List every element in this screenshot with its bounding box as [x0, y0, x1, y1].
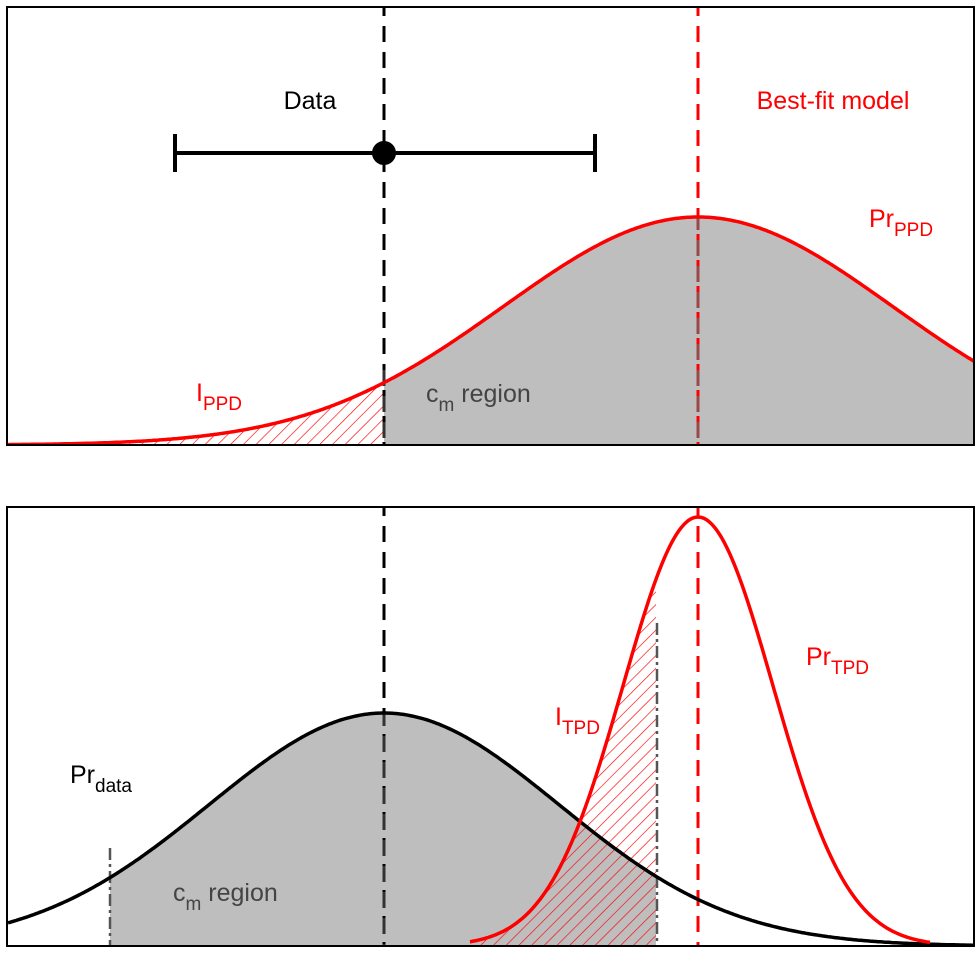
data-point-marker — [372, 141, 396, 165]
top-cm-region-label: cm region — [426, 380, 531, 416]
pr-tpd-label: PrTPD — [806, 643, 869, 679]
bottom-panel-frame — [6, 506, 975, 947]
top-panel: Data Best-fit model PrPPD IPPD cm region — [6, 6, 975, 446]
i-ppd-label: IPPD — [196, 379, 242, 415]
pr-ppd-label: PrPPD — [869, 205, 933, 241]
top-integral-hatch — [8, 382, 384, 445]
data-label: Data — [284, 87, 337, 115]
bottom-panel: Prdata PrTPD ITPD cm region — [6, 506, 975, 947]
i-tpd-label: ITPD — [555, 703, 600, 739]
bottom-cm-region-label: cm region — [173, 879, 278, 915]
bottom-tpd-curve — [469, 515, 931, 945]
bottom-integral-hatch — [470, 579, 656, 946]
top-panel-frame — [6, 6, 975, 446]
best-fit-model-label: Best-fit model — [757, 87, 910, 115]
pr-data-label: Prdata — [70, 761, 132, 797]
bottom-data-curve — [8, 711, 973, 946]
top-ppd-curve — [8, 215, 973, 445]
top-cm-region-fill — [384, 217, 973, 445]
